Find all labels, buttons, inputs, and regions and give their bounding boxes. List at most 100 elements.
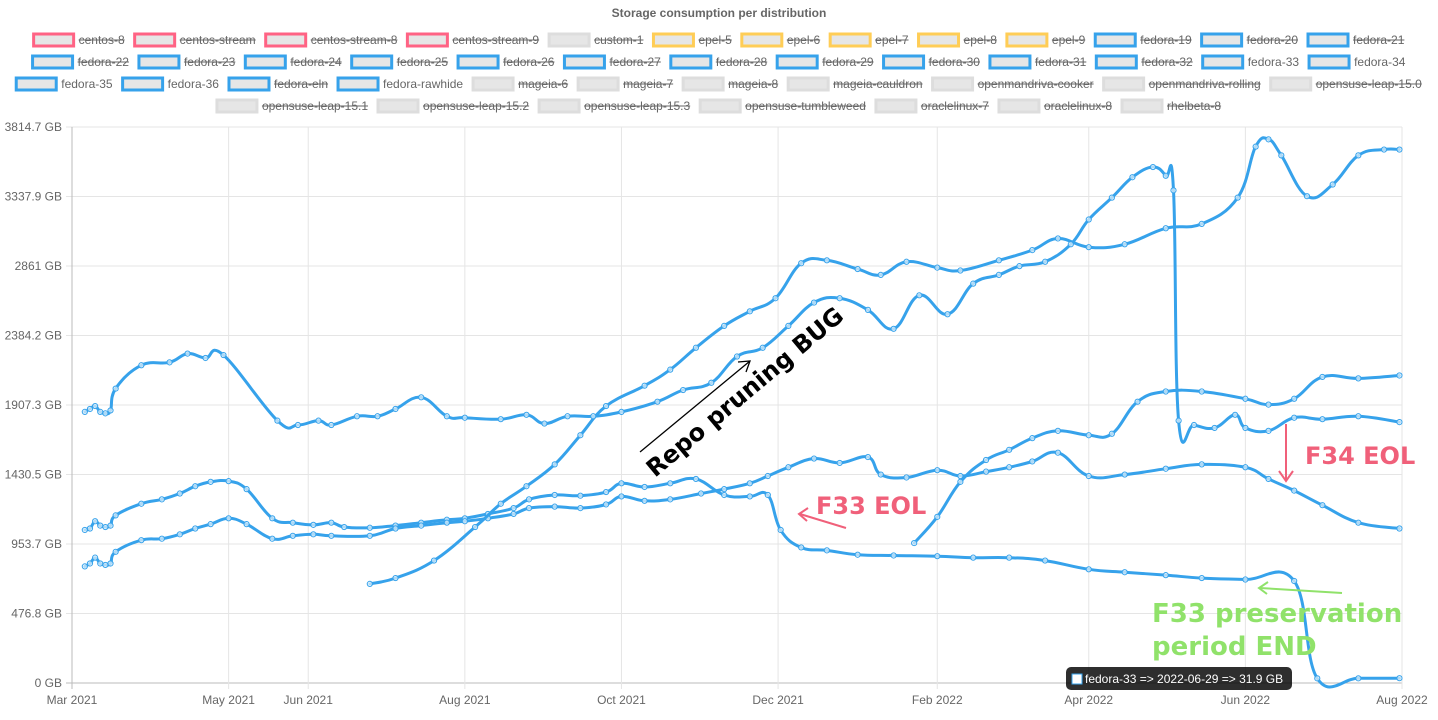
data-point[interactable]: [328, 421, 335, 429]
data-point[interactable]: [310, 521, 317, 528]
legend-item-fedora-25[interactable]: fedora-25: [350, 54, 449, 70]
data-point[interactable]: [1029, 435, 1036, 442]
data-point[interactable]: [1303, 193, 1311, 200]
legend-item-fedora-33[interactable]: fedora-33: [1201, 54, 1300, 70]
data-point[interactable]: [92, 554, 99, 561]
data-point[interactable]: [1067, 241, 1074, 248]
data-point[interactable]: [102, 410, 109, 417]
data-point[interactable]: [102, 561, 109, 569]
data-point[interactable]: [1355, 675, 1362, 682]
legend-item-fedora-24[interactable]: fedora-24: [243, 54, 342, 70]
data-point[interactable]: [618, 480, 625, 487]
data-point[interactable]: [641, 382, 648, 389]
legend-item-fedora-22[interactable]: fedora-22: [31, 54, 130, 70]
data-point[interactable]: [1029, 247, 1036, 254]
data-point[interactable]: [1319, 373, 1326, 381]
data-point[interactable]: [1134, 398, 1141, 405]
legend-item-opensuse-leap-15.3[interactable]: opensuse-leap-15.3: [537, 98, 690, 114]
legend-item-custom-1[interactable]: custom-1: [547, 32, 644, 48]
data-point[interactable]: [392, 405, 399, 413]
data-point[interactable]: [1121, 471, 1128, 478]
legend-item-openmandriva-rolling[interactable]: openmandriva-rolling: [1102, 76, 1261, 92]
legend-item-fedora-rawhide[interactable]: fedora-rawhide: [336, 76, 463, 92]
data-point[interactable]: [667, 496, 674, 503]
data-point[interactable]: [1278, 152, 1285, 159]
data-point[interactable]: [785, 464, 792, 471]
legend-item-fedora-29[interactable]: fedora-29: [775, 54, 874, 70]
legend-item-fedora-31[interactable]: fedora-31: [988, 54, 1087, 70]
data-point[interactable]: [525, 496, 533, 503]
data-point[interactable]: [430, 557, 438, 564]
data-point[interactable]: [1006, 446, 1013, 453]
data-point[interactable]: [86, 560, 94, 567]
data-point[interactable]: [97, 560, 104, 567]
data-point[interactable]: [1129, 174, 1136, 181]
data-point[interactable]: [864, 306, 872, 313]
legend-item-centos-stream[interactable]: centos-stream: [133, 32, 256, 48]
legend-item-centos-stream-9[interactable]: centos-stream-9: [405, 32, 539, 48]
data-point[interactable]: [107, 407, 114, 414]
data-point[interactable]: [1085, 472, 1092, 480]
data-point[interactable]: [225, 478, 232, 485]
data-point[interactable]: [81, 563, 88, 570]
data-point[interactable]: [102, 523, 109, 531]
data-point[interactable]: [112, 512, 119, 519]
data-point[interactable]: [374, 413, 381, 420]
data-point[interactable]: [877, 271, 884, 278]
data-point[interactable]: [461, 518, 468, 525]
data-point[interactable]: [1242, 424, 1249, 432]
data-point[interactable]: [1085, 566, 1092, 573]
data-point[interactable]: [269, 515, 276, 522]
data-point[interactable]: [836, 295, 843, 302]
data-point[interactable]: [1291, 414, 1298, 421]
data-point[interactable]: [510, 504, 517, 512]
data-point[interactable]: [166, 359, 173, 366]
data-point[interactable]: [1162, 465, 1169, 472]
data-point[interactable]: [1380, 146, 1388, 153]
data-point[interactable]: [328, 532, 335, 539]
data-point[interactable]: [1291, 577, 1298, 585]
data-point[interactable]: [392, 525, 399, 532]
data-point[interactable]: [1396, 419, 1403, 426]
data-point[interactable]: [602, 488, 610, 496]
data-point[interactable]: [733, 353, 741, 360]
data-point[interactable]: [1396, 146, 1403, 153]
data-point[interactable]: [798, 260, 805, 267]
data-point[interactable]: [138, 362, 145, 369]
data-point[interactable]: [934, 264, 941, 271]
data-point[interactable]: [1355, 375, 1362, 382]
legend-item-fedora-19[interactable]: fedora-19: [1093, 32, 1192, 48]
legend-item-epel-8[interactable]: epel-8: [917, 32, 998, 48]
data-point[interactable]: [854, 551, 861, 558]
data-point[interactable]: [1170, 187, 1177, 194]
data-point[interactable]: [289, 519, 296, 526]
data-point[interactable]: [1252, 143, 1259, 150]
legend-item-fedora-28[interactable]: fedora-28: [669, 54, 768, 70]
data-point[interactable]: [772, 295, 779, 302]
data-point[interactable]: [220, 351, 227, 359]
data-point[interactable]: [982, 468, 990, 475]
data-point[interactable]: [176, 490, 183, 497]
data-point[interactable]: [577, 504, 584, 512]
data-point[interactable]: [158, 535, 165, 542]
data-point[interactable]: [112, 548, 119, 555]
data-point[interactable]: [1042, 258, 1049, 265]
legend-item-mageia-cauldron[interactable]: mageia-cauldron: [786, 76, 923, 92]
data-point[interactable]: [1319, 502, 1326, 509]
data-point[interactable]: [1291, 487, 1298, 494]
data-point[interactable]: [1162, 388, 1169, 395]
data-point[interactable]: [934, 467, 941, 474]
data-point[interactable]: [497, 416, 504, 423]
data-point[interactable]: [523, 411, 530, 418]
data-point[interactable]: [957, 478, 964, 485]
data-point[interactable]: [523, 483, 530, 490]
data-point[interactable]: [243, 486, 250, 493]
data-point[interactable]: [551, 461, 558, 468]
data-point[interactable]: [1319, 416, 1326, 423]
data-point[interactable]: [366, 532, 373, 539]
data-point[interactable]: [1265, 475, 1272, 483]
data-point[interactable]: [823, 547, 830, 554]
data-point[interactable]: [176, 531, 183, 538]
legend-item-fedora-21[interactable]: fedora-21: [1306, 32, 1405, 48]
data-point[interactable]: [418, 394, 425, 401]
